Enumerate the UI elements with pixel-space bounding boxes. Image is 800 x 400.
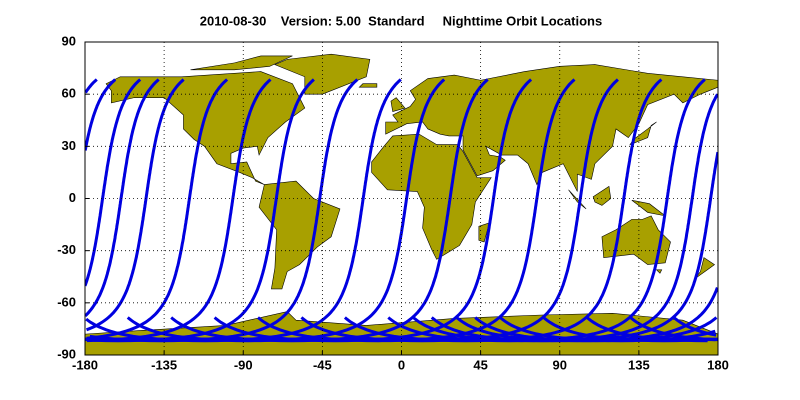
orbit-track — [89, 78, 717, 343]
y-tick-label: 0 — [69, 190, 76, 205]
landmass-outline — [592, 185, 612, 206]
y-tick-label: 90 — [62, 33, 76, 48]
landmass-outline — [358, 83, 378, 88]
landmass-outline — [694, 257, 716, 279]
landmass-outline — [371, 133, 492, 260]
x-tick-label: 180 — [707, 357, 729, 372]
landmass-outline — [655, 269, 663, 274]
orbit-track — [85, 78, 402, 343]
y-tick-label: -90 — [57, 346, 76, 361]
x-tick-label: 0 — [398, 357, 405, 372]
orbit-tracks — [85, 78, 718, 343]
y-tick-label: -60 — [57, 294, 76, 309]
chart-title: 2010-08-30 Version: 5.00 Standard Nightt… — [200, 13, 602, 28]
x-tick-label: 135 — [628, 357, 650, 372]
landmass-outline — [190, 55, 293, 71]
landmass-outline — [631, 199, 666, 217]
x-tick-label: -45 — [313, 357, 332, 372]
x-tick-label: -135 — [151, 357, 177, 372]
x-tick-label: 90 — [553, 357, 567, 372]
landmass-outline — [385, 64, 718, 192]
orbit-band — [85, 337, 718, 342]
plot-frame — [84, 41, 719, 356]
orbit-track — [93, 78, 716, 343]
x-tick-label: 45 — [473, 357, 487, 372]
landmass-outline — [568, 189, 587, 210]
landmass-outline — [105, 71, 306, 185]
y-tick-label: 60 — [62, 86, 76, 101]
orbit-track — [387, 78, 706, 343]
orbit-track — [343, 78, 663, 343]
landmass-outline — [390, 97, 406, 112]
x-tick-label: -90 — [234, 357, 253, 372]
orbit-track — [85, 78, 718, 343]
y-tick-label: -30 — [57, 242, 76, 257]
x-tick-label: -180 — [72, 357, 98, 372]
y-tick-label: 30 — [62, 138, 76, 153]
landmass-outline — [478, 222, 490, 243]
